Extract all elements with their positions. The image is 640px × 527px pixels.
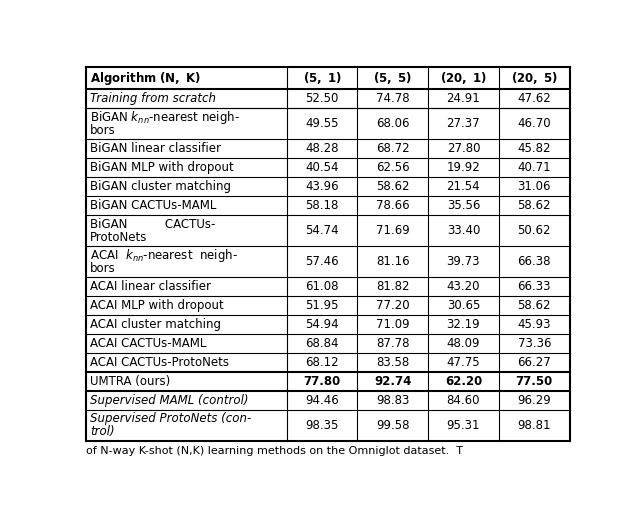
Text: 73.36: 73.36 (518, 337, 551, 350)
Text: 77.80: 77.80 (303, 375, 341, 388)
Text: 27.80: 27.80 (447, 142, 480, 155)
Text: BiGAN $k_{nn}$-nearest neigh-: BiGAN $k_{nn}$-nearest neigh- (90, 109, 240, 126)
Text: bors: bors (90, 124, 116, 137)
Text: 48.09: 48.09 (447, 337, 480, 350)
Text: 30.65: 30.65 (447, 299, 480, 312)
Text: 43.20: 43.20 (447, 280, 480, 293)
Text: ACAI linear classifier: ACAI linear classifier (90, 280, 211, 293)
Text: 43.96: 43.96 (305, 180, 339, 193)
Text: BiGAN          CACTUs-: BiGAN CACTUs- (90, 218, 216, 231)
Text: 54.94: 54.94 (305, 318, 339, 331)
Text: 35.56: 35.56 (447, 199, 480, 212)
Text: $\mathbf{(5,\ 1)}$: $\mathbf{(5,\ 1)}$ (303, 70, 342, 86)
Text: $\mathbf{(20,\ 5)}$: $\mathbf{(20,\ 5)}$ (511, 70, 557, 86)
Text: 49.55: 49.55 (305, 118, 339, 130)
Text: BiGAN MLP with dropout: BiGAN MLP with dropout (90, 161, 234, 174)
Text: 95.31: 95.31 (447, 418, 480, 432)
Text: 58.62: 58.62 (518, 199, 551, 212)
Text: 19.92: 19.92 (447, 161, 480, 174)
Text: 61.08: 61.08 (305, 280, 339, 293)
Text: 62.56: 62.56 (376, 161, 410, 174)
Text: 47.75: 47.75 (447, 356, 480, 369)
Text: 84.60: 84.60 (447, 394, 480, 407)
Text: 87.78: 87.78 (376, 337, 410, 350)
Text: 57.46: 57.46 (305, 255, 339, 268)
Text: 98.35: 98.35 (305, 418, 339, 432)
Text: 45.82: 45.82 (518, 142, 551, 155)
Text: 45.93: 45.93 (518, 318, 551, 331)
Text: 83.58: 83.58 (376, 356, 410, 369)
Text: 33.40: 33.40 (447, 224, 480, 237)
Text: 51.95: 51.95 (305, 299, 339, 312)
Text: 46.70: 46.70 (518, 118, 551, 130)
Text: 40.71: 40.71 (518, 161, 551, 174)
Text: bors: bors (90, 262, 116, 275)
Text: BiGAN CACTUs-MAML: BiGAN CACTUs-MAML (90, 199, 216, 212)
Text: 68.06: 68.06 (376, 118, 410, 130)
Text: 66.38: 66.38 (518, 255, 551, 268)
Text: 71.09: 71.09 (376, 318, 410, 331)
Text: 92.74: 92.74 (374, 375, 412, 388)
Text: 68.84: 68.84 (305, 337, 339, 350)
Text: ACAI  $k_{nn}$-nearest  neigh-: ACAI $k_{nn}$-nearest neigh- (90, 247, 238, 264)
Text: 78.66: 78.66 (376, 199, 410, 212)
Text: 81.16: 81.16 (376, 255, 410, 268)
Text: 58.62: 58.62 (376, 180, 410, 193)
Text: 77.20: 77.20 (376, 299, 410, 312)
Text: Supervised MAML (control): Supervised MAML (control) (90, 394, 248, 407)
Text: $\mathbf{(20,\ 1)}$: $\mathbf{(20,\ 1)}$ (440, 70, 487, 86)
Text: 71.69: 71.69 (376, 224, 410, 237)
Text: 77.50: 77.50 (516, 375, 553, 388)
Text: 98.81: 98.81 (518, 418, 551, 432)
Text: 58.18: 58.18 (305, 199, 339, 212)
Text: 31.06: 31.06 (518, 180, 551, 193)
Text: BiGAN cluster matching: BiGAN cluster matching (90, 180, 231, 193)
Text: ACAI CACTUs-ProtoNets: ACAI CACTUs-ProtoNets (90, 356, 229, 369)
Text: 81.82: 81.82 (376, 280, 410, 293)
Text: 68.12: 68.12 (305, 356, 339, 369)
Text: 27.37: 27.37 (447, 118, 480, 130)
Text: Training from scratch: Training from scratch (90, 92, 216, 105)
Text: 48.28: 48.28 (305, 142, 339, 155)
Text: ACAI CACTUs-MAML: ACAI CACTUs-MAML (90, 337, 207, 350)
Text: 58.62: 58.62 (518, 299, 551, 312)
Text: BiGAN linear classifier: BiGAN linear classifier (90, 142, 221, 155)
Text: trol): trol) (90, 425, 115, 438)
Text: 94.46: 94.46 (305, 394, 339, 407)
Text: 99.58: 99.58 (376, 418, 410, 432)
Text: ACAI cluster matching: ACAI cluster matching (90, 318, 221, 331)
Text: UMTRA (ours): UMTRA (ours) (90, 375, 170, 388)
Text: ProtoNets: ProtoNets (90, 231, 147, 244)
Text: $\mathbf{(5,\ 5)}$: $\mathbf{(5,\ 5)}$ (374, 70, 412, 86)
Text: 68.72: 68.72 (376, 142, 410, 155)
Text: 50.62: 50.62 (518, 224, 551, 237)
Text: 98.83: 98.83 (376, 394, 410, 407)
Text: 47.62: 47.62 (517, 92, 551, 105)
Text: 62.20: 62.20 (445, 375, 482, 388)
Text: 32.19: 32.19 (447, 318, 480, 331)
Text: 54.74: 54.74 (305, 224, 339, 237)
Text: of N-way K-shot (N,K) learning methods on the Omniglot dataset.  T: of N-way K-shot (N,K) learning methods o… (86, 446, 463, 456)
Text: Supervised ProtoNets (con-: Supervised ProtoNets (con- (90, 412, 252, 425)
Text: 52.50: 52.50 (305, 92, 339, 105)
Text: 24.91: 24.91 (447, 92, 480, 105)
Text: 96.29: 96.29 (517, 394, 551, 407)
Text: 66.27: 66.27 (517, 356, 551, 369)
Text: 39.73: 39.73 (447, 255, 480, 268)
Text: $\mathbf{Algorithm\ (N,\ K)}$: $\mathbf{Algorithm\ (N,\ K)}$ (90, 70, 201, 87)
Text: 74.78: 74.78 (376, 92, 410, 105)
Text: 66.33: 66.33 (518, 280, 551, 293)
Text: 21.54: 21.54 (447, 180, 480, 193)
Text: ACAI MLP with dropout: ACAI MLP with dropout (90, 299, 224, 312)
Text: 40.54: 40.54 (305, 161, 339, 174)
